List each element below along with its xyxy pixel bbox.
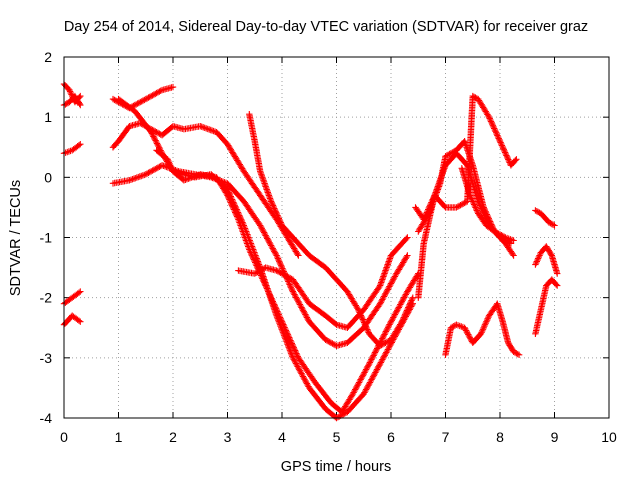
x-tick-label: 9 (551, 429, 559, 445)
x-tick-label: 6 (387, 429, 395, 445)
y-tick-label: -3 (40, 350, 53, 366)
chart-title: Day 254 of 2014, Sidereal Day-to-day VTE… (64, 19, 588, 35)
x-tick-label: 3 (224, 429, 232, 445)
marker-trace (415, 92, 520, 301)
plot-frame (63, 56, 610, 419)
series-arc-19 (532, 243, 561, 277)
x-tick-label: 4 (278, 429, 286, 445)
x-tick-label: 8 (496, 429, 504, 445)
x-tick-label: 10 (601, 429, 617, 445)
series-arc-17 (458, 165, 517, 244)
y-tick-label: 2 (44, 49, 52, 65)
series-arc-11 (246, 111, 416, 349)
series-arc-12 (235, 234, 411, 331)
y-tick-label: -1 (40, 230, 53, 246)
y-tick-label: 0 (44, 169, 52, 185)
marker-trace (532, 243, 561, 277)
x-tick-label: 0 (60, 429, 68, 445)
series-layer (60, 80, 561, 422)
x-tick-label: 7 (442, 429, 450, 445)
y-tick-label: -4 (40, 410, 53, 426)
y-tick-labels: -4 -3 -2 -1 0 1 2 (40, 49, 53, 426)
x-tick-label: 2 (169, 429, 177, 445)
marker-trace (442, 300, 523, 358)
marker-trace (115, 95, 416, 422)
series-arc-15 (415, 92, 520, 301)
x-tick-label: 5 (333, 429, 341, 445)
y-axis-label: SDTVAR / TECUs (8, 180, 24, 296)
series-arc-16 (442, 300, 523, 358)
series-arc-9 (115, 95, 416, 422)
x-axis-label: GPS time / hours (281, 459, 391, 475)
grid (64, 57, 609, 418)
series-arc-18 (532, 207, 558, 229)
marker-trace (532, 276, 561, 337)
y-tick-label: -2 (40, 290, 53, 306)
series-arc-20 (532, 276, 561, 337)
marker-trace (532, 207, 558, 229)
x-tick-label: 1 (115, 429, 123, 445)
series-arc-10 (153, 147, 422, 416)
y-tick-label: 1 (44, 109, 52, 125)
x-tick-labels: 0 1 2 3 4 5 6 7 8 9 10 (60, 429, 617, 445)
